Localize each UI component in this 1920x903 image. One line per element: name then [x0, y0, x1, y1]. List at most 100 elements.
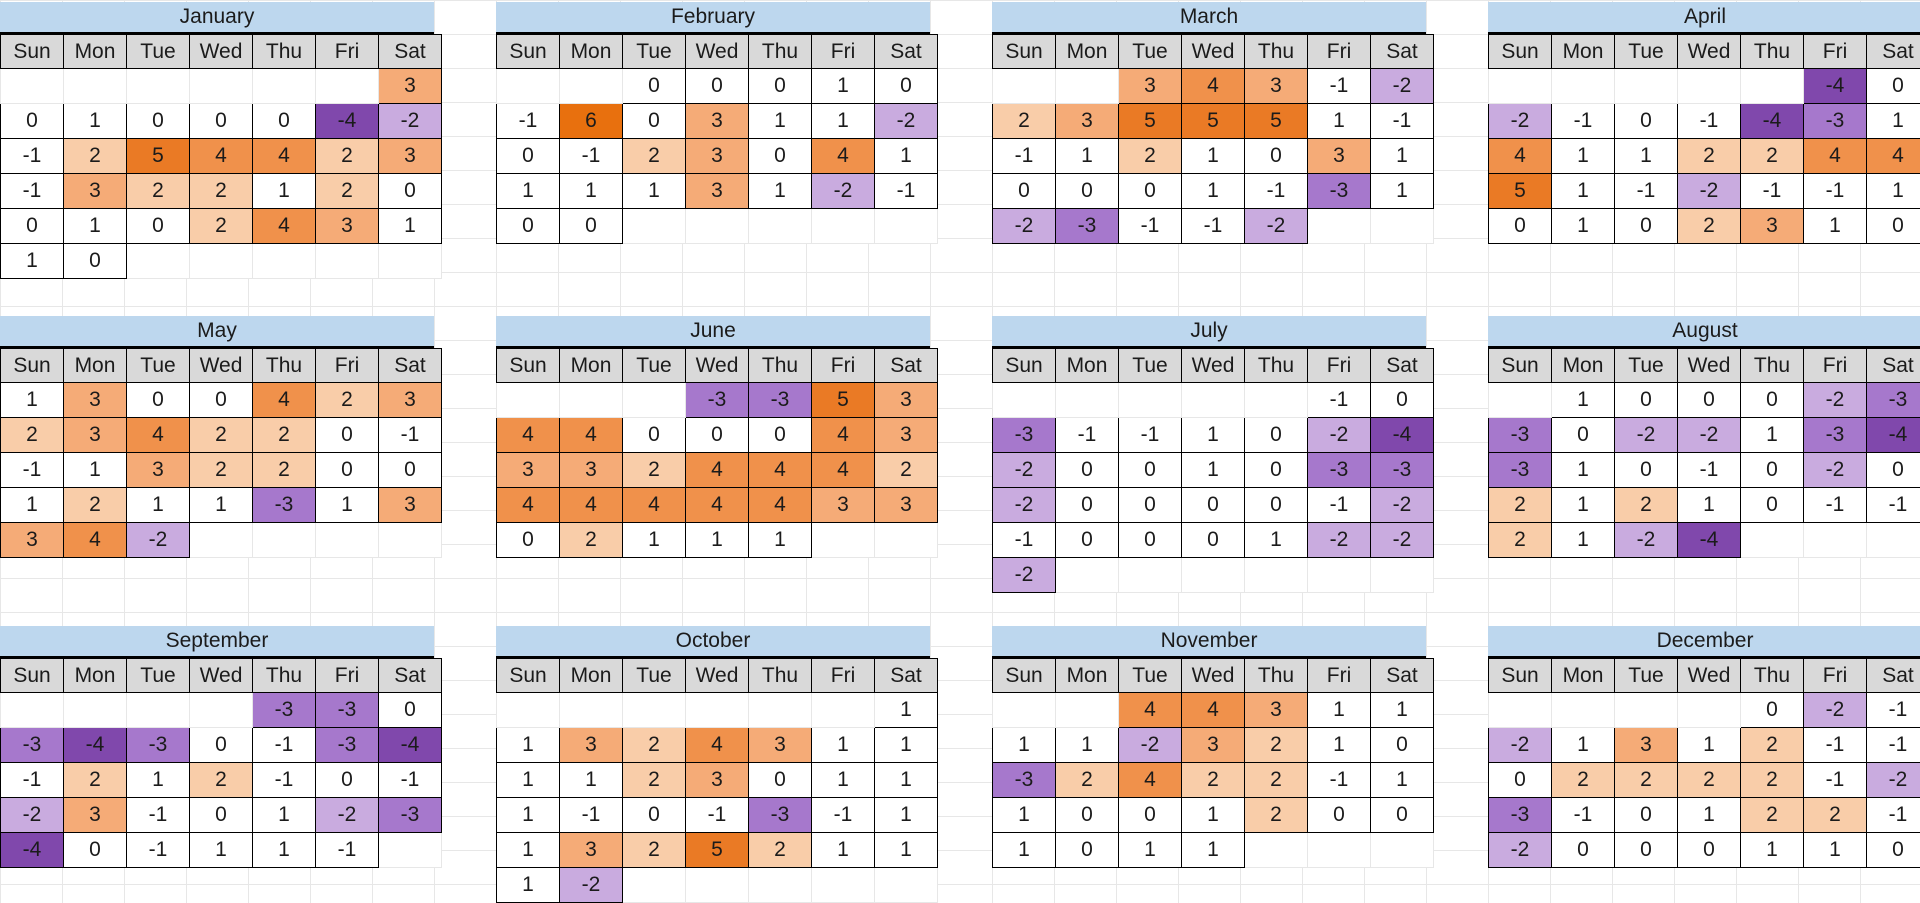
day-cell[interactable]: -3	[749, 383, 812, 418]
day-cell[interactable]: -2	[1371, 523, 1434, 558]
day-cell[interactable]: 1	[1245, 523, 1308, 558]
day-cell[interactable]: -1	[993, 139, 1056, 174]
day-cell[interactable]: 2	[316, 174, 379, 209]
weekday-header-cell[interactable]: Sat	[875, 659, 938, 693]
day-cell[interactable]: -1	[1308, 488, 1371, 523]
day-cell[interactable]: 5	[1489, 174, 1552, 209]
day-cell[interactable]: 0	[1119, 174, 1182, 209]
weekday-header-cell[interactable]: Sun	[1489, 659, 1552, 693]
day-cell[interactable]: 1	[993, 833, 1056, 868]
day-cell[interactable]: -2	[560, 868, 623, 903]
day-cell[interactable]: -2	[993, 209, 1056, 244]
day-cell[interactable]: 2	[1182, 763, 1245, 798]
day-cell[interactable]: 3	[1056, 104, 1119, 139]
day-cell[interactable]: -1	[1678, 453, 1741, 488]
weekday-header-cell[interactable]: Mon	[1552, 35, 1615, 69]
day-cell[interactable]: 3	[812, 488, 875, 523]
day-cell[interactable]: 1	[497, 868, 560, 903]
day-cell[interactable]: 3	[1182, 728, 1245, 763]
day-cell[interactable]: 5	[1182, 104, 1245, 139]
day-cell[interactable]: 2	[1678, 139, 1741, 174]
day-cell[interactable]: -1	[1804, 763, 1867, 798]
day-cell[interactable]: -4	[1, 833, 64, 868]
day-cell[interactable]: 4	[749, 453, 812, 488]
day-cell[interactable]: -1	[1867, 693, 1920, 728]
day-cell[interactable]: -2	[812, 174, 875, 209]
weekday-header-cell[interactable]: Thu	[1741, 349, 1804, 383]
day-cell[interactable]: 1	[875, 693, 938, 728]
day-cell[interactable]: 0	[1741, 383, 1804, 418]
day-cell[interactable]: 2	[190, 418, 253, 453]
day-cell[interactable]: 6	[560, 104, 623, 139]
weekday-header-cell[interactable]: Sun	[497, 349, 560, 383]
month-title[interactable]: September	[0, 626, 434, 658]
weekday-header-cell[interactable]: Thu	[1245, 35, 1308, 69]
day-cell[interactable]: -2	[1308, 418, 1371, 453]
weekday-header-cell[interactable]: Tue	[1615, 35, 1678, 69]
day-cell[interactable]: -4	[316, 104, 379, 139]
weekday-header-cell[interactable]: Sun	[993, 35, 1056, 69]
day-cell[interactable]: 3	[875, 383, 938, 418]
day-cell[interactable]: 0	[1867, 833, 1920, 868]
day-cell[interactable]: -4	[1678, 523, 1741, 558]
weekday-header-cell[interactable]: Mon	[1552, 659, 1615, 693]
day-cell[interactable]: 0	[1867, 453, 1920, 488]
day-cell[interactable]: -1	[1678, 104, 1741, 139]
day-cell[interactable]: 1	[1056, 728, 1119, 763]
day-cell[interactable]: 1	[875, 139, 938, 174]
month-title[interactable]: June	[496, 316, 930, 348]
day-cell[interactable]: 3	[686, 104, 749, 139]
weekday-header-cell[interactable]: Fri	[1804, 659, 1867, 693]
day-cell[interactable]: -1	[1119, 209, 1182, 244]
day-cell[interactable]: 1	[64, 209, 127, 244]
day-cell[interactable]: 1	[1552, 453, 1615, 488]
day-cell[interactable]: 2	[1119, 139, 1182, 174]
day-cell[interactable]: -3	[1867, 383, 1920, 418]
weekday-header-cell[interactable]: Tue	[1119, 659, 1182, 693]
day-cell[interactable]: 2	[560, 523, 623, 558]
day-cell[interactable]: 1	[253, 833, 316, 868]
day-cell[interactable]: -2	[127, 523, 190, 558]
day-cell[interactable]: -2	[1371, 69, 1434, 104]
day-cell[interactable]: -1	[1308, 383, 1371, 418]
day-cell[interactable]: 1	[1552, 728, 1615, 763]
day-cell[interactable]: 3	[686, 174, 749, 209]
day-cell[interactable]: 4	[497, 488, 560, 523]
weekday-header-cell[interactable]: Tue	[623, 35, 686, 69]
day-cell[interactable]: -1	[1056, 418, 1119, 453]
weekday-header-cell[interactable]: Fri	[812, 659, 875, 693]
day-cell[interactable]: 1	[1552, 174, 1615, 209]
day-cell[interactable]: 0	[623, 418, 686, 453]
day-cell[interactable]: 1	[560, 174, 623, 209]
day-cell[interactable]: 0	[1741, 693, 1804, 728]
weekday-header-cell[interactable]: Wed	[1182, 659, 1245, 693]
day-cell[interactable]: -2	[993, 558, 1056, 593]
day-cell[interactable]: 4	[253, 209, 316, 244]
day-cell[interactable]: 0	[560, 209, 623, 244]
day-cell[interactable]: 2	[127, 174, 190, 209]
day-cell[interactable]: 1	[1867, 104, 1920, 139]
day-cell[interactable]: 1	[875, 798, 938, 833]
day-cell[interactable]: 5	[127, 139, 190, 174]
day-cell[interactable]: 2	[1489, 488, 1552, 523]
day-cell[interactable]: 4	[1182, 69, 1245, 104]
day-cell[interactable]: 3	[316, 209, 379, 244]
weekday-header-cell[interactable]: Fri	[1308, 35, 1371, 69]
day-cell[interactable]: 2	[993, 104, 1056, 139]
day-cell[interactable]: 1	[1182, 174, 1245, 209]
day-cell[interactable]: -1	[993, 523, 1056, 558]
day-cell[interactable]: 1	[1678, 798, 1741, 833]
day-cell[interactable]: 0	[316, 418, 379, 453]
day-cell[interactable]: -2	[379, 104, 442, 139]
day-cell[interactable]: -2	[1615, 523, 1678, 558]
day-cell[interactable]: 4	[253, 139, 316, 174]
day-cell[interactable]: 0	[686, 69, 749, 104]
day-cell[interactable]: 2	[749, 833, 812, 868]
day-cell[interactable]: 1	[1182, 798, 1245, 833]
day-cell[interactable]: 1	[1741, 833, 1804, 868]
day-cell[interactable]: 0	[623, 104, 686, 139]
day-cell[interactable]: 1	[379, 209, 442, 244]
day-cell[interactable]: 0	[1741, 488, 1804, 523]
day-cell[interactable]: 2	[64, 763, 127, 798]
day-cell[interactable]: 3	[686, 763, 749, 798]
